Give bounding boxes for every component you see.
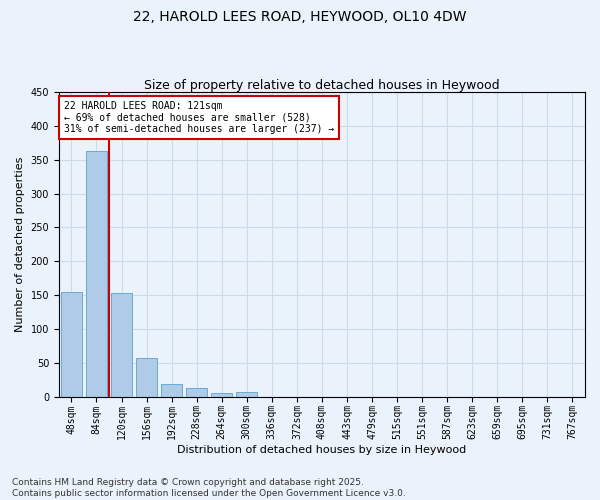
Bar bbox=[61, 292, 82, 397]
Bar bbox=[161, 384, 182, 396]
X-axis label: Distribution of detached houses by size in Heywood: Distribution of detached houses by size … bbox=[178, 445, 467, 455]
Bar bbox=[86, 151, 107, 396]
Text: 22, HAROLD LEES ROAD, HEYWOOD, OL10 4DW: 22, HAROLD LEES ROAD, HEYWOOD, OL10 4DW bbox=[133, 10, 467, 24]
Bar bbox=[136, 358, 157, 397]
Y-axis label: Number of detached properties: Number of detached properties bbox=[15, 156, 25, 332]
Bar bbox=[211, 393, 232, 396]
Title: Size of property relative to detached houses in Heywood: Size of property relative to detached ho… bbox=[144, 79, 500, 92]
Text: 22 HAROLD LEES ROAD: 121sqm
← 69% of detached houses are smaller (528)
31% of se: 22 HAROLD LEES ROAD: 121sqm ← 69% of det… bbox=[64, 101, 334, 134]
Bar bbox=[236, 392, 257, 396]
Text: Contains HM Land Registry data © Crown copyright and database right 2025.
Contai: Contains HM Land Registry data © Crown c… bbox=[12, 478, 406, 498]
Bar bbox=[111, 293, 132, 397]
Bar bbox=[186, 388, 208, 396]
